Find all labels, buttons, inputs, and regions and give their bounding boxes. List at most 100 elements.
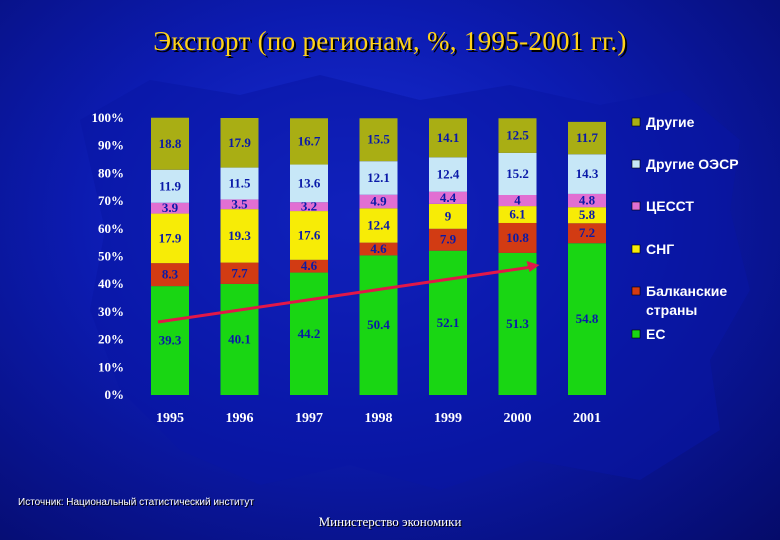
bar-segment (568, 223, 606, 244)
y-tick-label: 40% (98, 276, 124, 291)
data-label: 54.8 (576, 311, 599, 326)
data-label: 51.3 (506, 316, 529, 331)
data-label: 44.2 (298, 326, 321, 341)
legend-swatch (631, 244, 641, 254)
x-tick-label: 2000 (504, 411, 532, 426)
data-label: 9 (445, 208, 452, 223)
bar-segment (220, 199, 259, 210)
data-label: 17.9 (228, 135, 251, 150)
data-label: 11.9 (159, 178, 182, 193)
data-label: 12.4 (367, 217, 390, 232)
data-label: 4.9 (370, 194, 387, 209)
data-label: 15.2 (506, 166, 529, 181)
bar-segment (429, 191, 467, 204)
bar-segment (429, 228, 467, 251)
x-tick-label: 1997 (295, 411, 323, 426)
bar-segment (568, 193, 606, 208)
bar-segment (151, 202, 189, 214)
y-tick-label: 80% (98, 165, 124, 180)
legend-label: страны (646, 302, 697, 318)
data-label: 15.5 (367, 132, 390, 147)
data-label: 3.2 (301, 199, 317, 214)
bar-segment (359, 118, 398, 162)
bar-segment (220, 118, 259, 168)
legend-label: Балканские (646, 283, 727, 299)
bar-segment (429, 157, 467, 192)
data-label: 7.7 (231, 265, 248, 280)
legend-label: ЕС (646, 326, 665, 342)
y-tick-label: 60% (98, 221, 124, 236)
y-tick-label: 20% (98, 332, 124, 347)
bar-segment (498, 152, 537, 196)
bar-segment (359, 255, 398, 395)
bar-segment (498, 206, 537, 223)
bar-segment (568, 154, 606, 194)
chart-title: Экспорт (по регионам, %, 1995-2001 гг.) (153, 26, 627, 56)
data-label: 11.5 (228, 176, 251, 191)
y-tick-label: 10% (98, 359, 124, 374)
data-label: 7.9 (440, 232, 457, 247)
bar-segment (151, 213, 189, 264)
data-label: 13.6 (298, 175, 321, 190)
data-label: 17.6 (298, 227, 321, 242)
bar-segment (290, 118, 328, 165)
bar-segment (568, 207, 606, 224)
legend-swatch (631, 117, 641, 127)
y-tick-label: 70% (98, 193, 124, 208)
y-tick-label: 0% (105, 387, 125, 402)
legend-label: Другие ОЭСР (646, 156, 739, 172)
y-tick-label: 90% (98, 138, 124, 153)
x-tick-label: 1996 (226, 411, 254, 426)
data-label: 50.4 (367, 317, 390, 332)
bar-segment (290, 259, 328, 273)
data-label: 52.1 (437, 315, 460, 330)
legend-swatch (631, 286, 641, 296)
data-label: 17.9 (159, 230, 182, 245)
data-label: 4.8 (579, 193, 596, 208)
x-tick-label: 2001 (573, 411, 601, 426)
data-label: 14.1 (437, 130, 460, 145)
y-tick-label: 100% (92, 110, 125, 125)
x-tick-label: 1998 (365, 411, 393, 426)
data-label: 6.1 (509, 207, 525, 222)
data-label: 11.7 (576, 130, 599, 145)
bar-segment (220, 167, 259, 200)
data-label: 12.4 (437, 167, 460, 182)
bar-segment (359, 242, 398, 256)
bar-segment (568, 121, 606, 155)
bar-segment (290, 202, 328, 212)
data-label: 4.4 (440, 190, 457, 205)
bar-segment (498, 118, 537, 153)
data-label: 8.3 (162, 267, 179, 282)
data-label: 10.8 (506, 230, 529, 245)
bar-segment (220, 283, 259, 395)
data-label: 3.9 (162, 200, 179, 215)
bar-segment (290, 211, 328, 260)
bar-segment (429, 250, 467, 395)
data-label: 12.5 (506, 128, 529, 143)
footer-ministry: Министерство экономики (318, 514, 462, 529)
data-label: 39.3 (159, 333, 182, 348)
data-label: 16.7 (298, 133, 321, 148)
source-note: Источник: Национальный статистический ин… (18, 497, 254, 508)
trend-arrowhead (526, 261, 540, 272)
bar-segment (429, 118, 467, 158)
bar-segment (568, 243, 606, 395)
data-label: 3.5 (231, 196, 248, 211)
data-label: 18.8 (159, 136, 182, 151)
legend-label: СНГ (646, 241, 674, 257)
legend-label: Другие (646, 114, 695, 130)
data-label: 4 (514, 193, 521, 208)
bar-segment (220, 262, 259, 284)
bar-segment (359, 161, 398, 195)
data-label: 5.8 (579, 207, 596, 222)
data-label: 14.3 (576, 166, 599, 181)
bar-segment (151, 117, 189, 170)
y-tick-label: 50% (98, 249, 124, 264)
bar-segment (290, 164, 328, 203)
x-tick-label: 1999 (434, 411, 462, 426)
trend-line (157, 265, 532, 324)
data-label: 4.6 (370, 241, 387, 256)
bar-segment (151, 169, 189, 203)
